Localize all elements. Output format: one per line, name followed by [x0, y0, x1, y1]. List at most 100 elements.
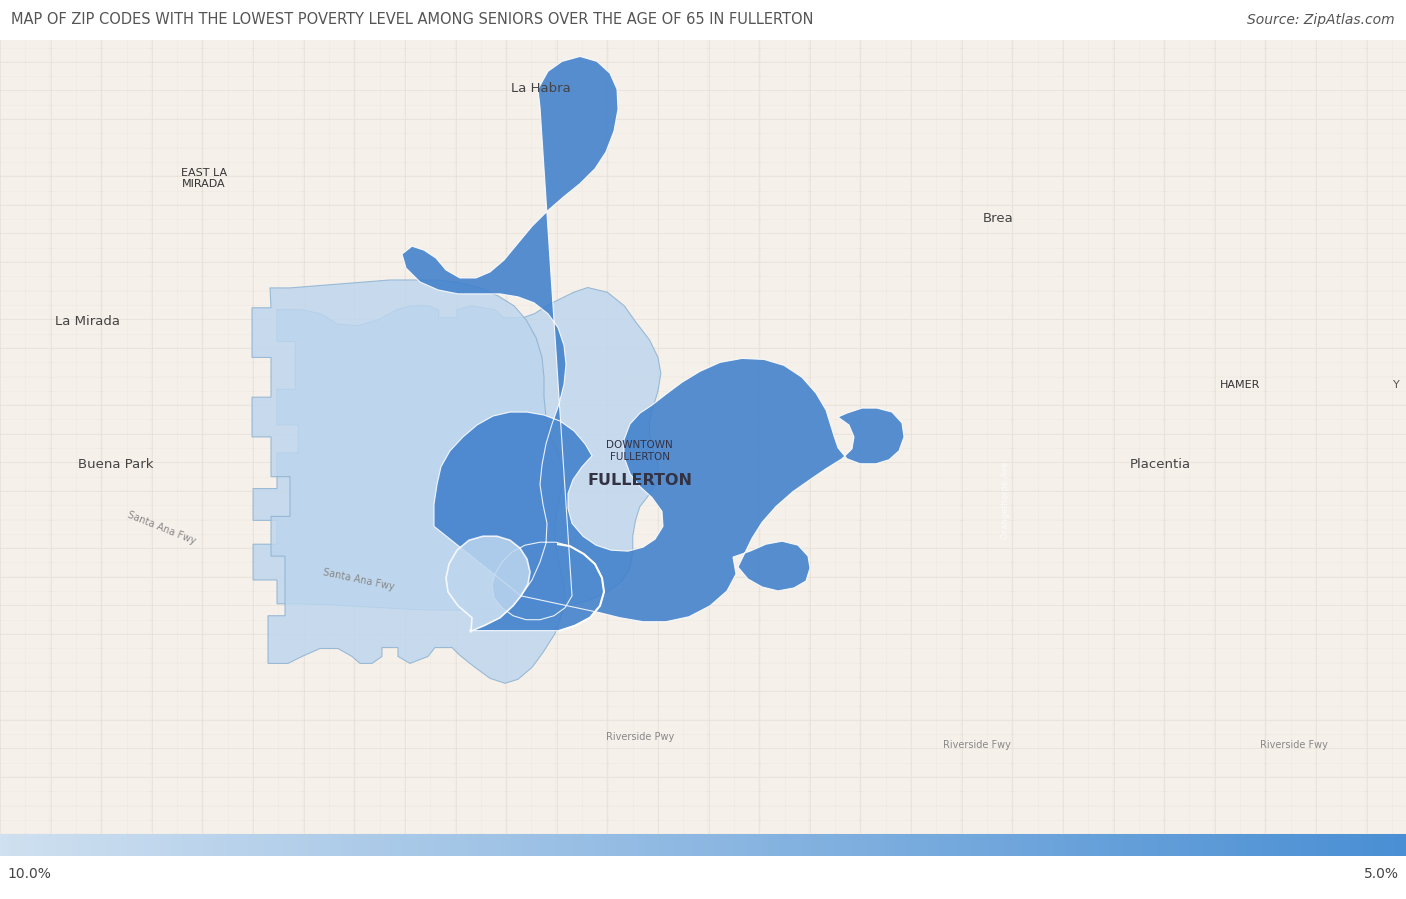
- Bar: [609, 806, 657, 833]
- Bar: [963, 378, 1011, 405]
- Bar: [1064, 177, 1112, 204]
- Bar: [103, 635, 150, 662]
- Bar: [1317, 263, 1365, 289]
- Bar: [1166, 434, 1213, 461]
- Bar: [912, 463, 960, 490]
- Bar: [659, 291, 707, 318]
- Bar: [811, 434, 859, 461]
- Bar: [1115, 663, 1163, 690]
- Bar: [1, 263, 49, 289]
- Bar: [1, 406, 49, 433]
- Bar: [52, 463, 100, 490]
- Bar: [912, 406, 960, 433]
- Bar: [356, 606, 404, 633]
- Bar: [153, 406, 201, 433]
- Text: Y: Y: [1393, 380, 1399, 390]
- Bar: [963, 63, 1011, 90]
- Bar: [1064, 577, 1112, 605]
- Bar: [1267, 320, 1315, 347]
- Bar: [1, 635, 49, 662]
- Bar: [862, 492, 910, 519]
- Bar: [254, 63, 302, 90]
- Bar: [1216, 320, 1264, 347]
- Bar: [1368, 463, 1406, 490]
- Bar: [1166, 177, 1213, 204]
- Bar: [457, 263, 505, 289]
- Bar: [52, 120, 100, 147]
- Bar: [1, 91, 49, 119]
- Bar: [659, 721, 707, 748]
- Bar: [1014, 235, 1062, 262]
- Bar: [609, 549, 657, 576]
- Bar: [1216, 263, 1264, 289]
- Bar: [254, 291, 302, 318]
- Bar: [710, 91, 758, 119]
- Bar: [457, 635, 505, 662]
- Bar: [1064, 721, 1112, 748]
- Bar: [761, 692, 808, 719]
- Bar: [1216, 778, 1264, 805]
- Bar: [406, 577, 454, 605]
- Bar: [811, 749, 859, 776]
- Bar: [862, 63, 910, 90]
- Bar: [1, 320, 49, 347]
- Bar: [659, 577, 707, 605]
- Text: Santa Ana Fwy: Santa Ana Fwy: [322, 567, 395, 592]
- Bar: [356, 778, 404, 805]
- Bar: [963, 663, 1011, 690]
- Bar: [1216, 692, 1264, 719]
- Bar: [1216, 521, 1264, 547]
- Bar: [305, 320, 353, 347]
- Bar: [52, 177, 100, 204]
- Bar: [963, 406, 1011, 433]
- Bar: [1317, 434, 1365, 461]
- Bar: [254, 148, 302, 175]
- Bar: [811, 235, 859, 262]
- Bar: [761, 434, 808, 461]
- Bar: [254, 721, 302, 748]
- Bar: [254, 120, 302, 147]
- Bar: [558, 120, 606, 147]
- Bar: [963, 778, 1011, 805]
- Text: Santa Ana Fwy: Santa Ana Fwy: [127, 510, 197, 547]
- Bar: [710, 806, 758, 833]
- Bar: [1, 291, 49, 318]
- Bar: [1, 148, 49, 175]
- Bar: [558, 320, 606, 347]
- Bar: [1267, 463, 1315, 490]
- Bar: [1115, 235, 1163, 262]
- Bar: [52, 148, 100, 175]
- Bar: [305, 263, 353, 289]
- Bar: [254, 263, 302, 289]
- Bar: [1064, 235, 1112, 262]
- Bar: [1166, 148, 1213, 175]
- Bar: [811, 320, 859, 347]
- Bar: [609, 291, 657, 318]
- Bar: [1, 806, 49, 833]
- Bar: [52, 721, 100, 748]
- Bar: [761, 606, 808, 633]
- Bar: [710, 177, 758, 204]
- Bar: [659, 120, 707, 147]
- Bar: [305, 663, 353, 690]
- Bar: [103, 721, 150, 748]
- Bar: [1, 577, 49, 605]
- Bar: [862, 206, 910, 233]
- Bar: [1, 521, 49, 547]
- Bar: [1216, 120, 1264, 147]
- Bar: [1216, 91, 1264, 119]
- Bar: [811, 378, 859, 405]
- Bar: [1115, 349, 1163, 376]
- Bar: [1064, 521, 1112, 547]
- Bar: [609, 91, 657, 119]
- Bar: [912, 521, 960, 547]
- Bar: [204, 406, 252, 433]
- Bar: [1014, 606, 1062, 633]
- Bar: [761, 549, 808, 576]
- Bar: [457, 721, 505, 748]
- Bar: [406, 206, 454, 233]
- Bar: [1, 549, 49, 576]
- Bar: [254, 34, 302, 61]
- Bar: [1267, 263, 1315, 289]
- Bar: [811, 406, 859, 433]
